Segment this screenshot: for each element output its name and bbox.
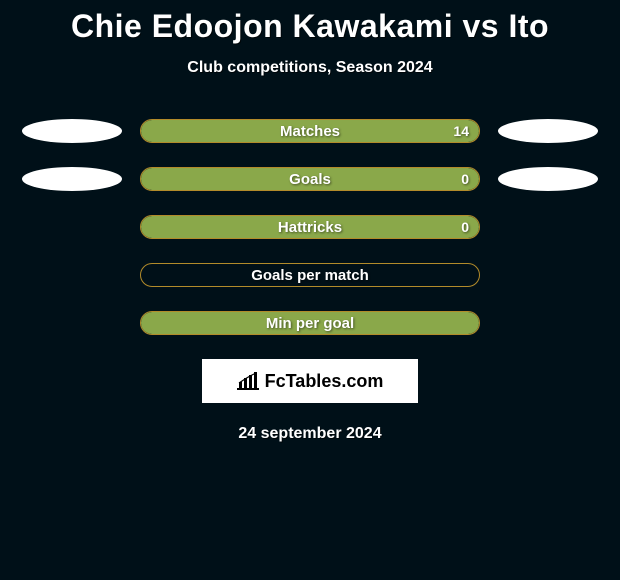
stat-bar: Goals0	[140, 167, 480, 191]
stat-row: Hattricks0	[0, 215, 620, 239]
footer-date: 24 september 2024	[0, 425, 620, 443]
stat-bar: Min per goal	[140, 311, 480, 335]
stat-bar: Hattricks0	[140, 215, 480, 239]
bar-chart-icon	[237, 372, 259, 390]
stat-row: Goals per match	[0, 263, 620, 287]
right-player-marker	[498, 167, 598, 191]
left-player-marker	[22, 119, 122, 143]
watermark-label: FcTables.com	[265, 371, 384, 392]
right-player-marker	[498, 119, 598, 143]
left-player-marker	[22, 167, 122, 191]
watermark: FcTables.com	[202, 359, 418, 403]
stat-label: Min per goal	[141, 312, 479, 334]
infographic-container: Chie Edoojon Kawakami vs Ito Club compet…	[0, 0, 620, 443]
page-subtitle: Club competitions, Season 2024	[0, 59, 620, 77]
stat-bar: Goals per match	[140, 263, 480, 287]
page-title: Chie Edoojon Kawakami vs Ito	[0, 8, 620, 45]
stat-row: Goals0	[0, 167, 620, 191]
stat-bar: Matches14	[140, 119, 480, 143]
stat-label: Matches	[141, 120, 479, 142]
stat-value: 14	[453, 120, 469, 142]
stat-label: Goals	[141, 168, 479, 190]
stat-row: Matches14	[0, 119, 620, 143]
stat-bars: Matches14Goals0Hattricks0Goals per match…	[0, 119, 620, 335]
stat-label: Hattricks	[141, 216, 479, 238]
stat-row: Min per goal	[0, 311, 620, 335]
stat-value: 0	[461, 216, 469, 238]
watermark-content: FcTables.com	[237, 371, 384, 392]
stat-label: Goals per match	[141, 264, 479, 286]
stat-value: 0	[461, 168, 469, 190]
